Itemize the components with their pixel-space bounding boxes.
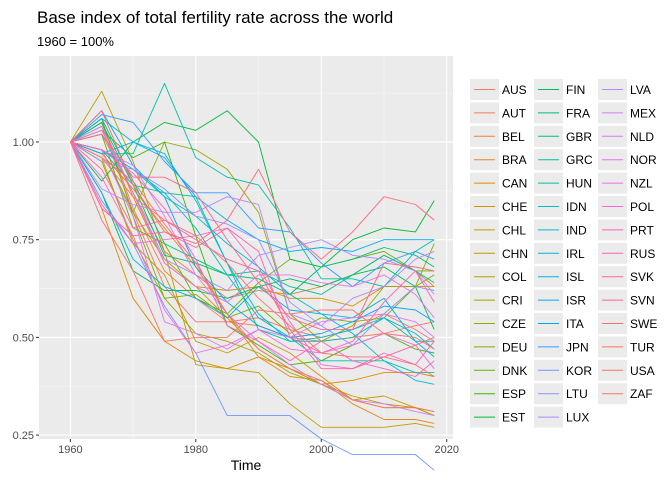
legend-label-bra: BRA [502,153,527,167]
legend-label-col: COL [502,270,527,284]
legend-label-jpn: JPN [566,340,589,354]
y-tick-label: 1.00 [13,137,34,149]
legend-label-fra: FRA [566,106,590,120]
legend-label-che: CHE [502,200,527,214]
legend-label-svn: SVN [630,294,655,308]
legend-label-nor: NOR [630,153,657,167]
legend-label-zaf: ZAF [630,387,653,401]
legend-label-swe: SWE [630,317,657,331]
x-tick-label: 1980 [184,444,208,456]
legend-label-lux: LUX [566,411,589,425]
series-line-isl [70,141,435,358]
x-axis-title: Time [231,457,262,473]
legend-label-fin: FIN [566,83,585,97]
legend-label-nzl: NZL [630,177,653,191]
legend-label-gbr: GBR [566,130,592,144]
series-line-rus [69,141,435,354]
series-line-svn [70,133,435,331]
x-axis: 1960 1980 2000 2020 [58,439,459,456]
legend-label-nld: NLD [630,130,654,144]
series-line-usa [69,141,435,350]
legend-label-hun: HUN [566,177,592,191]
x-tick-label: 1960 [58,444,82,456]
legend-label-usa: USA [630,364,655,378]
legend-label-dnk: DNK [502,364,527,378]
legend-label-kor: KOR [566,364,592,378]
legend-label-grc: GRC [566,153,593,167]
chart-title: Base index of total fertility rate acros… [37,8,394,27]
y-tick-label: 0.50 [13,332,34,344]
x-tick-label: 2020 [434,444,458,456]
legend-label-pol: POL [630,200,654,214]
y-tick-label: 0.75 [13,235,34,247]
series-line-prt [70,141,435,377]
series-line-pol [69,141,435,370]
legend-label-ltu: LTU [566,387,588,401]
legend: AUS AUT BEL BRA CAN CHE CHL CHN COL CRI CZE DEU DNK E… [470,79,657,428]
legend-label-ind: IND [566,223,587,237]
legend-label-isl: ISL [566,270,584,284]
legend-label-tur: TUR [630,340,655,354]
legend-label-chn: CHN [502,247,528,261]
series-line-can [69,141,435,385]
legend-label-cze: CZE [502,317,526,331]
legend-label-mex: MEX [630,106,656,120]
series-line-tur [70,141,435,413]
plot-panel [39,56,453,439]
legend-label-bel: BEL [502,130,525,144]
legend-label-deu: DEU [502,340,527,354]
legend-label-rus: RUS [630,247,655,261]
legend-label-isr: ISR [566,294,586,308]
legend-label-svk: SVK [630,270,654,284]
legend-label-irl: IRL [566,247,585,261]
y-tick-label: 0.25 [13,430,34,442]
legend-label-idn: IDN [566,200,587,214]
legend-label-cri: CRI [502,294,523,308]
legend-label-can: CAN [502,177,527,191]
grid-minor [39,56,453,439]
legend-label-esp: ESP [502,387,526,401]
legend-label-chl: CHL [502,223,526,237]
legend-label-aut: AUT [502,106,527,120]
legend-label-lva: LVA [630,83,651,97]
series-line-chn [70,90,435,428]
series-line-lva [70,141,435,327]
chart-subtitle: 1960 = 100% [37,34,114,49]
y-axis: 0.25 0.50 0.75 1.00 [13,137,39,442]
series-lines [69,82,435,471]
series-line-nor [70,129,435,319]
x-tick-label: 2000 [309,444,333,456]
legend-label-est: EST [502,411,526,425]
legend-label-ita: ITA [566,317,584,331]
series-line-zaf [70,141,435,377]
series-line-swe [70,110,435,260]
legend-label-aus: AUS [502,83,527,97]
legend-label-prt: PRT [630,223,654,237]
